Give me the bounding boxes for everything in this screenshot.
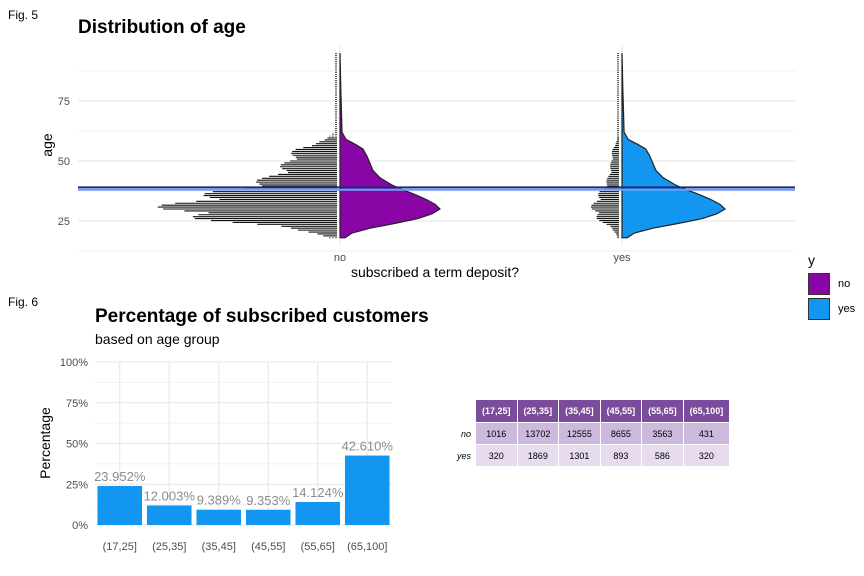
table-row-label: yes [449, 444, 477, 467]
violin-x-axis-label: subscribed a term deposit? [351, 264, 519, 280]
y-tick-label: 0% [72, 520, 88, 532]
x-tick-label: (55,65] [301, 541, 335, 553]
x-tick-label: (65,100] [347, 541, 387, 553]
legend-label-no: no [838, 278, 851, 290]
bar-chart: 0% 25% 50% 75% 100% 23.952% (17,25] 12.003% (25… [37, 357, 394, 553]
bar [245, 509, 291, 525]
bar [344, 455, 390, 525]
table-cell: 431 [682, 422, 731, 445]
violin-chart: 25 50 75 no yes age subscribed a term deposi… [39, 45, 795, 280]
legend-item-no: no [808, 273, 855, 295]
yes-violin [621, 52, 727, 239]
bar-value-label: 14.124% [292, 485, 344, 500]
x-tick-label: (17,25] [103, 541, 137, 553]
legend-swatch-yes [808, 298, 830, 320]
bar [97, 485, 143, 525]
table-header-cell: (17,25] [475, 399, 518, 423]
x-tick-label: (35,45] [202, 541, 236, 553]
bar [196, 509, 242, 525]
violin-y-axis-label: age [39, 133, 55, 157]
y-tick-label: 50 [58, 156, 70, 168]
table-header-cell: (25,35] [516, 399, 560, 423]
count-table: (17,25] (25,35] (35,45] (45,55] (55,65] … [449, 399, 731, 467]
y-tick-label: 25 [58, 216, 70, 228]
x-tick-label: (25,35] [152, 541, 186, 553]
legend-label-yes: yes [838, 303, 856, 315]
table-cell: 8655 [599, 422, 643, 445]
table-cell: 12555 [558, 422, 601, 445]
fig6-label: Fig. 6 [8, 295, 39, 309]
table-cell: 320 [682, 444, 731, 467]
table-header-row: (17,25] (25,35] (35,45] (45,55] (55,65] … [449, 399, 731, 423]
x-tick-label: yes [613, 252, 631, 264]
bar-value-label: 9.389% [197, 493, 242, 508]
legend-item-yes: yes [808, 298, 855, 320]
y-tick-label: 75 [58, 96, 70, 108]
table-row: yes 320 1869 1301 893 586 320 [449, 444, 731, 467]
bar-value-label: 23.952% [94, 469, 146, 484]
legend: y no yes [808, 252, 855, 320]
table-header-cell: (45,55] [599, 399, 643, 423]
table-cell: 1016 [475, 422, 518, 445]
bar [295, 501, 341, 525]
y-tick-label: 25% [66, 479, 88, 491]
table-header-cell: (55,65] [641, 399, 684, 423]
bar-value-label: 9.353% [246, 493, 291, 508]
bar-y-axis-label: Percentage [37, 407, 53, 479]
legend-title: y [808, 252, 815, 268]
bar-value-label: 12.003% [144, 488, 196, 503]
table-cell: 320 [475, 444, 518, 467]
fig5-label: Fig. 5 [8, 8, 39, 22]
y-tick-label: 75% [66, 398, 88, 410]
bar-value-label: 42.610% [342, 439, 394, 454]
table-row-label: no [449, 422, 477, 445]
x-tick-label: (45,55] [251, 541, 285, 553]
table-cell: 3563 [641, 422, 684, 445]
table-cell: 893 [599, 444, 643, 467]
table-cell: 586 [641, 444, 684, 467]
table-cell: 1301 [558, 444, 601, 467]
fig6-subtitle: based on age group [95, 331, 220, 347]
fig5-title: Distribution of age [78, 17, 246, 38]
table-row: no 1016 13702 12555 8655 3563 431 [449, 422, 731, 445]
x-tick-label: no [334, 252, 346, 264]
table-header-cell: (65,100] [682, 399, 731, 423]
table-cell: 1869 [516, 444, 560, 467]
fig6-title: Percentage of subscribed customers [95, 306, 429, 327]
table-cell: 13702 [516, 422, 560, 445]
no-violin [339, 52, 441, 239]
y-tick-label: 50% [66, 439, 88, 451]
table-header-cell: (35,45] [558, 399, 601, 423]
table-corner [449, 399, 477, 423]
y-tick-label: 100% [60, 357, 88, 369]
legend-swatch-no [808, 273, 830, 295]
bar [146, 505, 192, 525]
